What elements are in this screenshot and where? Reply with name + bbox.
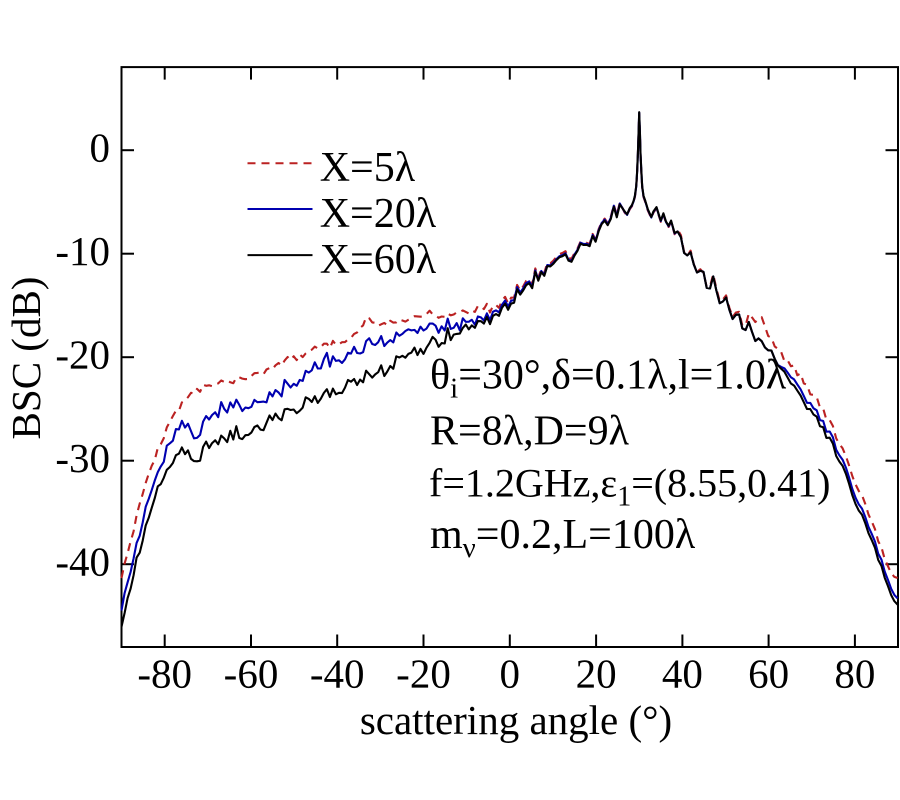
svg-text:-80: -80 <box>137 651 192 697</box>
svg-text:40: 40 <box>662 651 703 697</box>
svg-text:0: 0 <box>90 125 111 171</box>
svg-text:0: 0 <box>500 651 521 697</box>
svg-text:X=20λ: X=20λ <box>320 191 437 237</box>
svg-text:BSC (dB): BSC (dB) <box>3 277 49 440</box>
svg-text:X=60λ: X=60λ <box>320 237 437 283</box>
svg-text:X=5λ: X=5λ <box>320 145 416 191</box>
svg-text:-60: -60 <box>224 651 279 697</box>
svg-text:θi=30°,δ=0.1λ,l=1.0λ: θi=30°,δ=0.1λ,l=1.0λ <box>430 353 787 405</box>
svg-text:-40: -40 <box>55 539 110 585</box>
svg-text:mν=0.2,L=100λ: mν=0.2,L=100λ <box>430 512 696 564</box>
svg-text:60: 60 <box>748 651 789 697</box>
svg-text:-20: -20 <box>55 332 110 378</box>
svg-text:80: 80 <box>834 651 875 697</box>
svg-text:f=1.2GHz,ε1=(8.55,0.41): f=1.2GHz,ε1=(8.55,0.41) <box>429 460 830 512</box>
svg-text:-10: -10 <box>55 228 110 274</box>
svg-text:scattering angle (°): scattering angle (°) <box>360 697 672 743</box>
svg-text:20: 20 <box>576 651 617 697</box>
svg-text:-20: -20 <box>396 651 451 697</box>
svg-text:-30: -30 <box>55 435 110 481</box>
svg-text:-40: -40 <box>310 651 365 697</box>
svg-text:R=8λ,D=9λ: R=8λ,D=9λ <box>430 408 630 454</box>
